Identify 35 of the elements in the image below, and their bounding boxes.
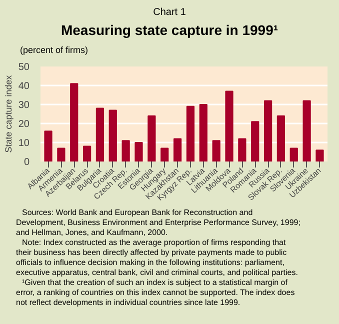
bar	[57, 148, 66, 162]
bar	[225, 90, 234, 162]
bar	[70, 83, 78, 162]
bar	[302, 100, 311, 162]
bar	[82, 146, 92, 162]
bar	[238, 138, 246, 162]
y-tick-label: 30	[18, 100, 30, 111]
bar	[160, 148, 169, 162]
bar	[212, 140, 220, 162]
y-tick-label: 40	[18, 81, 30, 92]
bar	[251, 121, 260, 162]
y-tick-label: 20	[18, 119, 30, 130]
source-note: Sources: World Bank and European Bank for Reconstruction and Development, Business Environment and Enterprise Performance Survey, 1999; and Hellman, Jones, and Kaufmann, 2000.	[16, 208, 302, 238]
text: ¹Given that the creation of such an index is subject to a statistical margin of error, a ranking of countries on this index cannot be supported. The index does not reflect developments in individual countries since late 1999.	[16, 278, 296, 308]
bar	[199, 104, 208, 162]
bar	[122, 140, 130, 162]
bar	[148, 115, 156, 162]
bar	[96, 108, 104, 162]
bar	[108, 110, 117, 162]
text: (percent of firms)	[19, 44, 90, 58]
chart-subtitle: Measuring state capture in 1999¹	[60, 21, 280, 40]
y-tick-label: 50	[18, 62, 30, 73]
y-tick-label: 0	[24, 157, 30, 168]
text: Note: Index constructed as the average proportion of firms responding that their business has been directly affected by private payments made to public officials to influence decision making in the following institutions: parliament, executive apparatus, central bank, civil and criminal courts, and political parties.	[16, 238, 299, 278]
bar	[173, 138, 182, 162]
bar	[276, 115, 286, 162]
y-axis-title: State capture index	[3, 74, 14, 153]
bar	[290, 148, 298, 162]
bar	[264, 100, 272, 162]
bar	[44, 130, 52, 162]
bar	[186, 106, 195, 162]
y-tick-label: 10	[18, 138, 30, 149]
bar	[316, 150, 324, 162]
bar	[134, 142, 143, 162]
chart-title: Chart 1	[152, 6, 187, 20]
